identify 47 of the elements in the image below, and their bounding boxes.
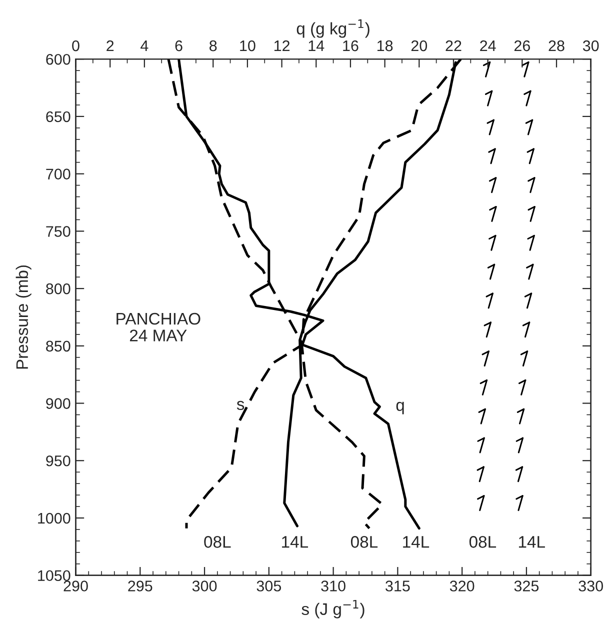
x2-tick-label: 10 [240,40,256,52]
x2-tick-label: 26 [514,40,530,52]
x-tick-label: 305 [256,580,282,592]
y-axis-title: Pressure (mb) [16,265,32,369]
x2-tick-label: 28 [548,40,564,52]
x2-tick-label: 8 [210,40,217,52]
x2-tick-label: 24 [480,40,496,52]
x2-tick-label: 20 [411,40,428,52]
x2-tick-label: 18 [377,40,393,52]
y-tick-label: 750 [46,226,70,237]
x-tick-label: 300 [192,580,217,592]
x-axis-title: s (J g$^{−1}$) [302,600,364,618]
x-tick-label: 295 [128,580,152,592]
x-tick-label: 320 [450,580,474,592]
y-tick-label: 650 [46,111,70,122]
x-tick-label: 330 [578,580,603,592]
x-tick-label: 315 [386,580,410,592]
y-tick-label: 1050 [38,570,70,582]
x2-tick-label: 6 [175,40,182,52]
annotation: 08L [350,536,378,548]
x-tick-label: 310 [321,580,346,592]
y-tick-label: 800 [46,283,70,294]
y-tick-label: 600 [46,54,70,65]
x-tick-label: 325 [514,580,539,592]
y-tick-label: 1000 [38,512,70,524]
y-tick-label: 950 [46,455,70,466]
x2-axis-title: q (g kg$^{−1}$) [296,19,370,38]
annotation: 08L [204,536,231,548]
x2-tick-label: 16 [343,40,358,52]
x2-tick-label: 12 [274,40,290,52]
x2-tick-label: 0 [72,40,80,52]
x-tick-label: 290 [64,580,88,592]
y-tick-label: 900 [46,398,70,409]
y-tick-label: 700 [46,168,70,180]
annotation: 14L [403,536,430,548]
annotation: s [236,400,244,410]
annotation: 08L [469,536,496,548]
annotation: PANCHIAO 24 MAY [116,312,200,342]
y-tick-label: 850 [46,340,70,352]
x2-tick-label: 30 [582,40,599,52]
x2-tick-label: 22 [446,40,462,52]
annotation: q [396,402,404,414]
x2-tick-label: 4 [140,40,148,52]
annotation: 14L [518,536,545,548]
x2-tick-label: 14 [308,40,324,52]
annotation: 14L [282,536,308,548]
x2-tick-label: 2 [106,40,114,52]
